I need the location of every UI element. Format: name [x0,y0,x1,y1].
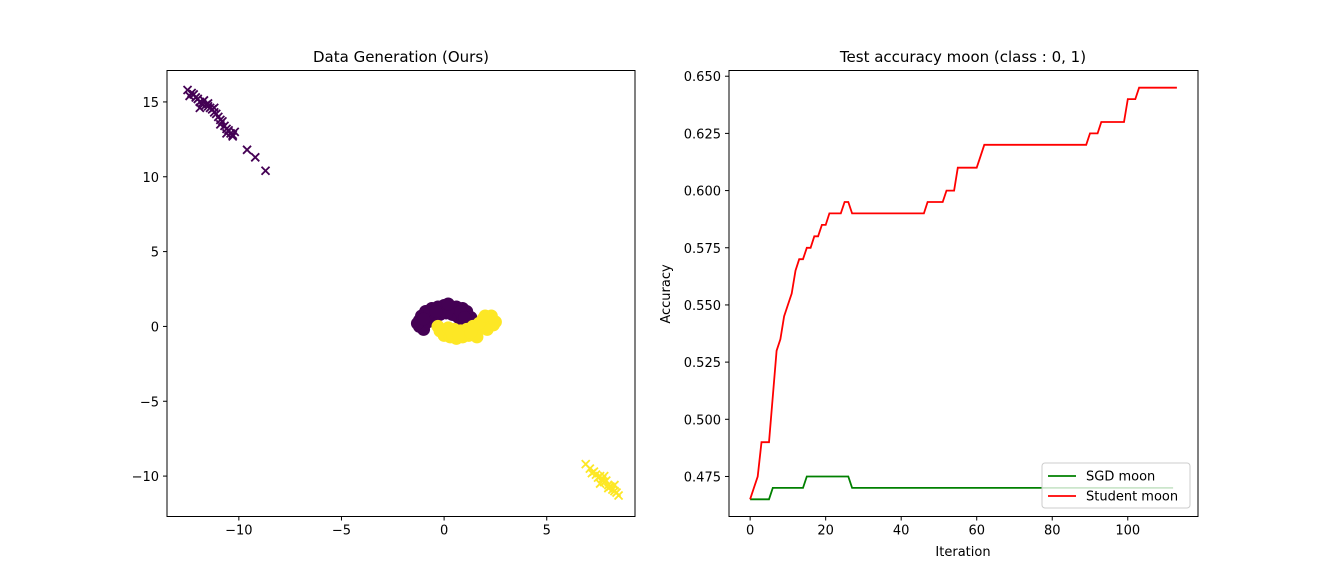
y-tick-label: 15 [142,96,159,111]
x-tick-label: 20 [817,524,834,539]
scatter-point-x [609,480,620,490]
scatter-point-x [184,91,195,101]
scatter-point-x [260,166,271,176]
y-tick-label: −10 [132,470,159,485]
legend-label-student: Student moon [1086,490,1178,505]
y-tick-label: −5 [140,395,159,410]
y-tick-label: 0.600 [684,185,721,200]
accuracy-lines [749,86,1177,501]
x-tick-label: 100 [1115,524,1140,539]
scatter-point-dot [451,328,465,342]
scatter-point-x [203,98,213,109]
scatter-point-x [613,490,624,501]
scatter-point-x [242,145,252,155]
x-tick-label: 40 [893,524,910,539]
scatter-point-dot [458,310,472,324]
scatter-point-dot [478,309,492,323]
y-tick-label: 0.575 [684,242,721,257]
scatter-plot-frame [166,70,636,517]
y-tick-label: 0.500 [684,413,721,428]
scatter-point-dot [441,297,455,311]
legend: SGD moon Student moon [1041,462,1191,509]
y-tick-label: 0 [151,320,159,335]
x-tick-label: 80 [1044,524,1061,539]
scatter-point-dot [488,315,502,329]
y-tick-label: 0.625 [684,127,721,142]
sgd-moon-line [750,475,1174,501]
y-tick-label: 0.525 [684,356,721,371]
accuracy-plot-frame [728,70,1199,517]
scatter-point-x [195,103,205,113]
accuracy-plot-title: Test accuracy moon (class : 0, 1) [839,48,1086,66]
x-tick-label: 60 [968,524,985,539]
x-axis-label: Iteration [935,545,990,560]
scatter-point-x [599,471,609,481]
scatter-plot-title: Data Generation (Ours) [313,48,489,66]
scatter-point-x [221,128,232,138]
x-tick-label: 0 [746,524,754,539]
x-tick-label: 5 [543,524,551,539]
x-tick-label: −5 [332,524,351,539]
scatter-point-dot [417,312,431,326]
y-tick-label: 0.550 [684,299,721,314]
y-tick-label: 10 [142,171,159,186]
y-axis-label: Accuracy [659,264,674,324]
scatter-point-dot [464,325,478,339]
scatter-point-x [587,468,597,478]
accuracy-axis-ticks: 0 20 40 60 80 100 0.475 0.500 0.525 0.550 0.575 0.6… [684,70,1140,538]
student-moon-line [749,86,1177,500]
scatter-axis-ticks: −10 −5 0 5 −10 −5 0 5 10 15 [132,96,551,539]
legend-box [1041,462,1191,509]
scatter-point-x [595,478,605,489]
scatter-point-x [228,131,238,141]
y-tick-label: 0.650 [684,70,721,85]
scatter-point-x [603,483,613,493]
legend-label-sgd: SGD moon [1086,470,1155,485]
scatter-point-x [209,103,219,113]
scatter-point-dot [429,304,443,318]
y-tick-label: 0.475 [684,470,721,485]
accuracy-plot-panel: Test accuracy moon (class : 0, 1) 0 20 40 6… [659,48,1199,560]
scatter-marks [182,85,624,501]
x-tick-label: −10 [225,524,252,539]
scatter-point-x [250,152,260,162]
scatter-plot-panel: Data Generation (Ours) −10 −5 0 5 −10 −5 0 5 10 1… [132,48,636,539]
y-tick-label: 5 [151,246,159,261]
x-tick-label: 0 [440,524,448,539]
